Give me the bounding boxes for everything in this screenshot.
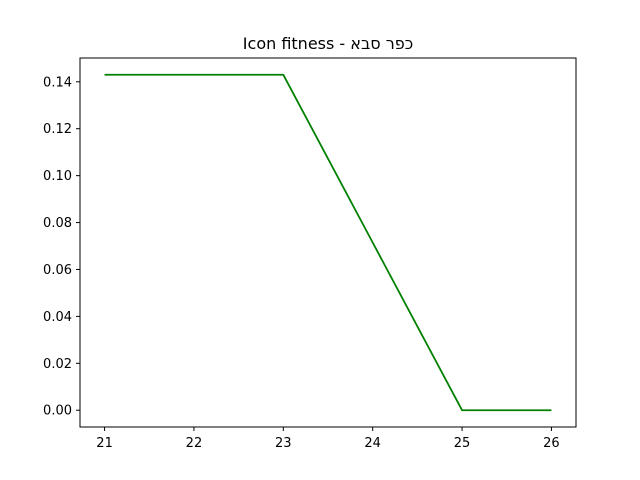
y-tick-label: 0.12 [43,122,72,137]
y-tick-label: 0.02 [43,357,72,372]
y-tick-label: 0.06 [43,263,72,278]
plot-area: 21 22 23 24 25 26 0.00 0.02 0.04 0.06 0.08 0.10 0.12… [43,57,577,451]
axes-frame [79,57,577,428]
y-tick-label: 0.10 [43,169,72,184]
x-tick-label: 21 [96,436,113,451]
series-line-0 [104,73,552,412]
y-tick-label: 0.04 [43,310,72,325]
y-tick-label: 0.00 [43,404,72,419]
x-tick-label: 25 [454,436,471,451]
x-tick-label: 26 [543,436,560,451]
x-tick-label: 24 [364,436,381,451]
chart-title: Icon fitness - כפר סבא [243,34,413,53]
x-tick-label: 22 [186,436,203,451]
y-tick-label: 0.14 [43,75,72,90]
x-tick-label: 23 [275,436,292,451]
y-tick-label: 0.08 [43,216,72,231]
